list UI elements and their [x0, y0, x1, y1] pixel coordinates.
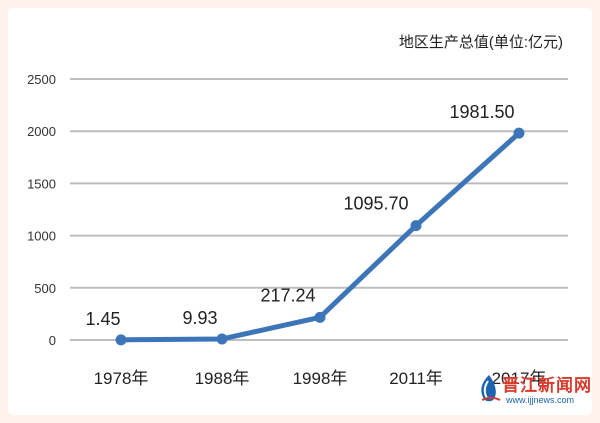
data-point: [314, 311, 326, 323]
y-tick-label: 1500: [27, 176, 56, 191]
y-tick-label: 2500: [27, 72, 56, 87]
watermark: 晋江新闻网 www.ijjnews.com: [476, 371, 591, 413]
data-points: [115, 127, 525, 346]
data-point: [410, 220, 422, 232]
data-label: 1095.70: [343, 194, 408, 214]
y-tick-label: 500: [34, 281, 56, 296]
data-label: 1.45: [85, 309, 120, 329]
unit-label: 地区生产总值(单位:亿元): [399, 34, 563, 51]
chart-panel: [8, 8, 592, 415]
data-point: [216, 333, 228, 345]
watermark-logo-icon: [481, 375, 501, 402]
data-label: 9.93: [182, 308, 217, 328]
data-point: [513, 127, 525, 139]
data-point: [115, 334, 127, 346]
x-category-label: 1988年: [195, 369, 250, 388]
data-label: 1981.50: [449, 102, 514, 122]
watermark-name: 晋江新闻网: [502, 376, 592, 396]
x-category-label: 1978年: [94, 369, 149, 388]
x-category-label: 2017年: [492, 369, 547, 388]
x-category-labels: 1978年 1988年 1998年 2011年 2017年: [94, 369, 547, 388]
watermark-url: www.ijjnews.com: [506, 395, 575, 405]
data-labels: 1.45 9.93 217.24 1095.70 1981.50: [85, 102, 514, 329]
x-category-label: 1998年: [293, 369, 348, 388]
data-label: 217.24: [260, 285, 315, 305]
x-category-label: 2011年: [389, 369, 443, 388]
y-tick-labels: 0 500 1000 1500 2000 2500: [27, 72, 56, 348]
y-tick-label: 2000: [27, 124, 56, 139]
y-tick-label: 0: [49, 333, 56, 348]
y-tick-label: 1000: [27, 229, 56, 244]
